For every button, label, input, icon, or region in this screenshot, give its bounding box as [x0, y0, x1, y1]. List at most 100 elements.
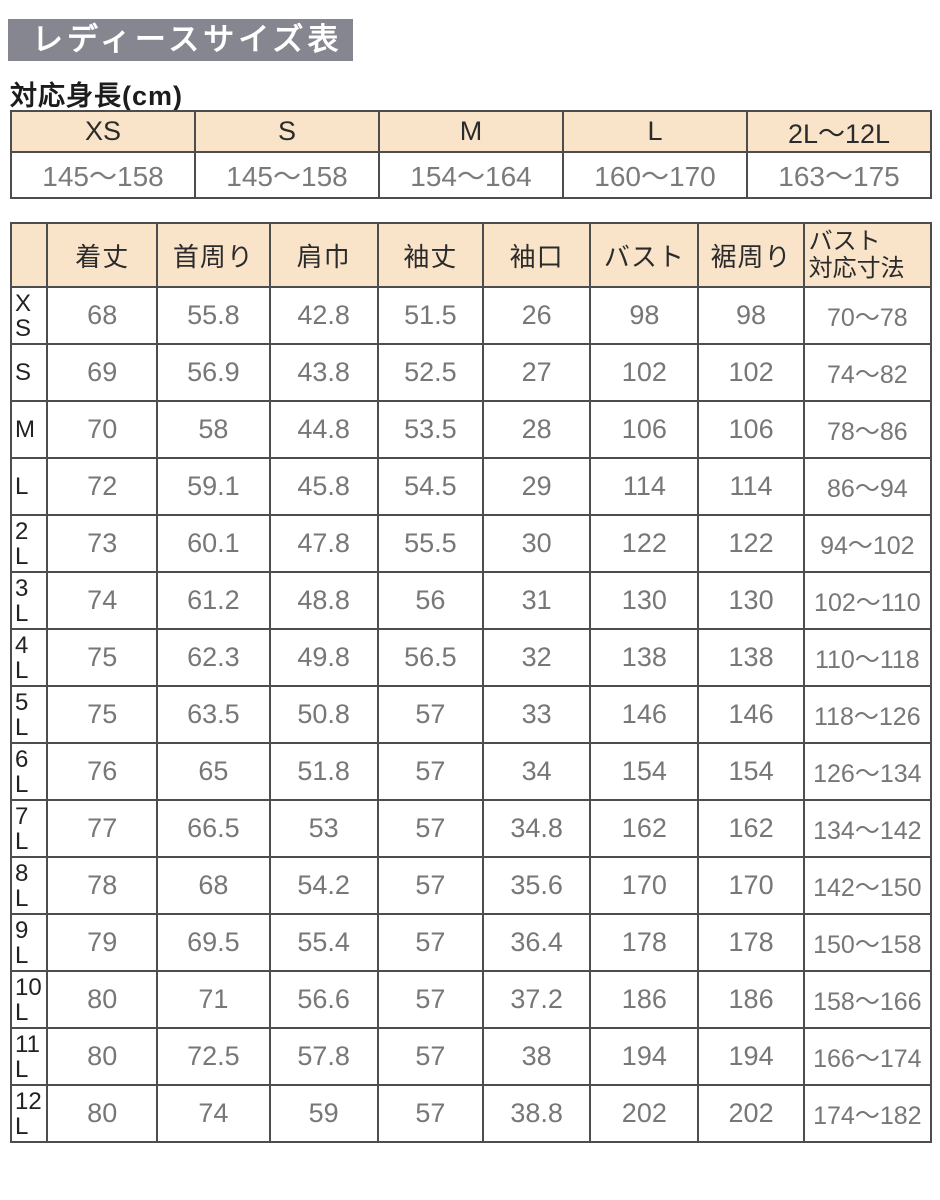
row-label: 12 L — [9, 1084, 49, 1143]
cell: 54.5 — [376, 457, 485, 516]
cell: 57 — [376, 1084, 485, 1143]
cell: 170 — [697, 856, 805, 915]
height-value: 145〜158 — [194, 151, 380, 199]
cell: 146 — [589, 685, 700, 744]
cell: 114 — [697, 457, 805, 516]
row-label: 6 L — [9, 742, 49, 801]
cell: 52.5 — [376, 343, 485, 402]
table-row-11l: 11 L 80 72.5 57.8 57 38 194 194 166〜174 — [9, 1027, 933, 1086]
height-table-header-row: XS S M L 2L〜12L — [10, 110, 932, 153]
cell: 49.8 — [268, 628, 379, 687]
column-header-neck: 首周り — [156, 222, 271, 288]
cell: 68 — [46, 286, 159, 345]
cell: 154 — [697, 742, 805, 801]
cell: 194 — [697, 1027, 805, 1086]
cell: 118〜126 — [802, 685, 933, 744]
cell: 110〜118 — [802, 628, 933, 687]
row-label: 10 L — [9, 970, 49, 1029]
cell: 162 — [697, 799, 805, 858]
cell: 28 — [481, 400, 592, 459]
height-value: 160〜170 — [562, 151, 748, 199]
cell: 53.5 — [376, 400, 485, 459]
cell: 71 — [156, 970, 271, 1029]
cell: 122 — [697, 514, 805, 573]
height-value: 154〜164 — [378, 151, 564, 199]
cell: 30 — [481, 514, 592, 573]
height-col-xs: XS — [10, 110, 196, 153]
cell: 94〜102 — [802, 514, 933, 573]
cell: 32 — [481, 628, 592, 687]
table-row-7l: 7 L 77 66.5 53 57 34.8 162 162 134〜142 — [9, 799, 933, 858]
row-label: X S — [9, 286, 49, 345]
table-row-12l: 12 L 80 74 59 57 38.8 202 202 174〜182 — [9, 1084, 933, 1143]
cell: 57 — [376, 913, 485, 972]
cell: 43.8 — [268, 343, 379, 402]
ladies-size-table: 着丈 首周り 肩巾 袖丈 袖口 バスト 裾周り バスト 対応寸法 X S 68 … — [9, 222, 933, 1143]
cell: 102〜110 — [802, 571, 933, 630]
height-col-l: L — [562, 110, 748, 153]
height-section-label: 対応身長(cm) — [10, 81, 184, 111]
cell: 56.6 — [268, 970, 379, 1029]
row-label: 5 L — [9, 685, 49, 744]
cell: 55.8 — [156, 286, 271, 345]
cell: 202 — [589, 1084, 700, 1143]
table-row-5l: 5 L 75 63.5 50.8 57 33 146 146 118〜126 — [9, 685, 933, 744]
table-row-l: L 72 59.1 45.8 54.5 29 114 114 86〜94 — [9, 457, 933, 516]
cell: 114 — [589, 457, 700, 516]
cell: 150〜158 — [802, 913, 933, 972]
cell: 72 — [46, 457, 159, 516]
height-table-value-row: 145〜158 145〜158 154〜164 160〜170 163〜175 — [10, 151, 932, 199]
row-label: 11 L — [9, 1027, 49, 1086]
cell: 79 — [46, 913, 159, 972]
cell: 55.5 — [376, 514, 485, 573]
cell: 57 — [376, 799, 485, 858]
cell: 138 — [589, 628, 700, 687]
row-label: 8 L — [9, 856, 49, 915]
column-header-length: 着丈 — [46, 222, 159, 288]
cell: 178 — [697, 913, 805, 972]
cell: 56.5 — [376, 628, 485, 687]
cell: 54.2 — [268, 856, 379, 915]
cell: 70 — [46, 400, 159, 459]
table-row-10l: 10 L 80 71 56.6 57 37.2 186 186 158〜166 — [9, 970, 933, 1029]
cell: 70〜78 — [802, 286, 933, 345]
cell: 69.5 — [156, 913, 271, 972]
cell: 78 — [46, 856, 159, 915]
cell: 146 — [697, 685, 805, 744]
height-col-s: S — [194, 110, 380, 153]
cell: 72.5 — [156, 1027, 271, 1086]
cell: 102 — [697, 343, 805, 402]
cell: 74 — [46, 571, 159, 630]
cell: 130 — [589, 571, 700, 630]
cell: 55.4 — [268, 913, 379, 972]
cell: 27 — [481, 343, 592, 402]
cell: 194 — [589, 1027, 700, 1086]
cell: 68 — [156, 856, 271, 915]
cell: 57 — [376, 970, 485, 1029]
cell: 38.8 — [481, 1084, 592, 1143]
cell: 50.8 — [268, 685, 379, 744]
cell: 98 — [589, 286, 700, 345]
cell: 65 — [156, 742, 271, 801]
cell: 31 — [481, 571, 592, 630]
cell: 77 — [46, 799, 159, 858]
cell: 26 — [481, 286, 592, 345]
cell: 134〜142 — [802, 799, 933, 858]
height-col-m: M — [378, 110, 564, 153]
cell: 154 — [589, 742, 700, 801]
cell: 86〜94 — [802, 457, 933, 516]
cell: 80 — [46, 1084, 159, 1143]
cell: 80 — [46, 1027, 159, 1086]
cell: 53 — [268, 799, 379, 858]
cell: 60.1 — [156, 514, 271, 573]
row-label: 4 L — [9, 628, 49, 687]
cell: 35.6 — [481, 856, 592, 915]
column-header-hem: 裾周り — [697, 222, 805, 288]
cell: 36.4 — [481, 913, 592, 972]
table-row-s: S 69 56.9 43.8 52.5 27 102 102 74〜82 — [9, 343, 933, 402]
cell: 57 — [376, 742, 485, 801]
cell: 202 — [697, 1084, 805, 1143]
cell: 56.9 — [156, 343, 271, 402]
cell: 58 — [156, 400, 271, 459]
cell: 73 — [46, 514, 159, 573]
